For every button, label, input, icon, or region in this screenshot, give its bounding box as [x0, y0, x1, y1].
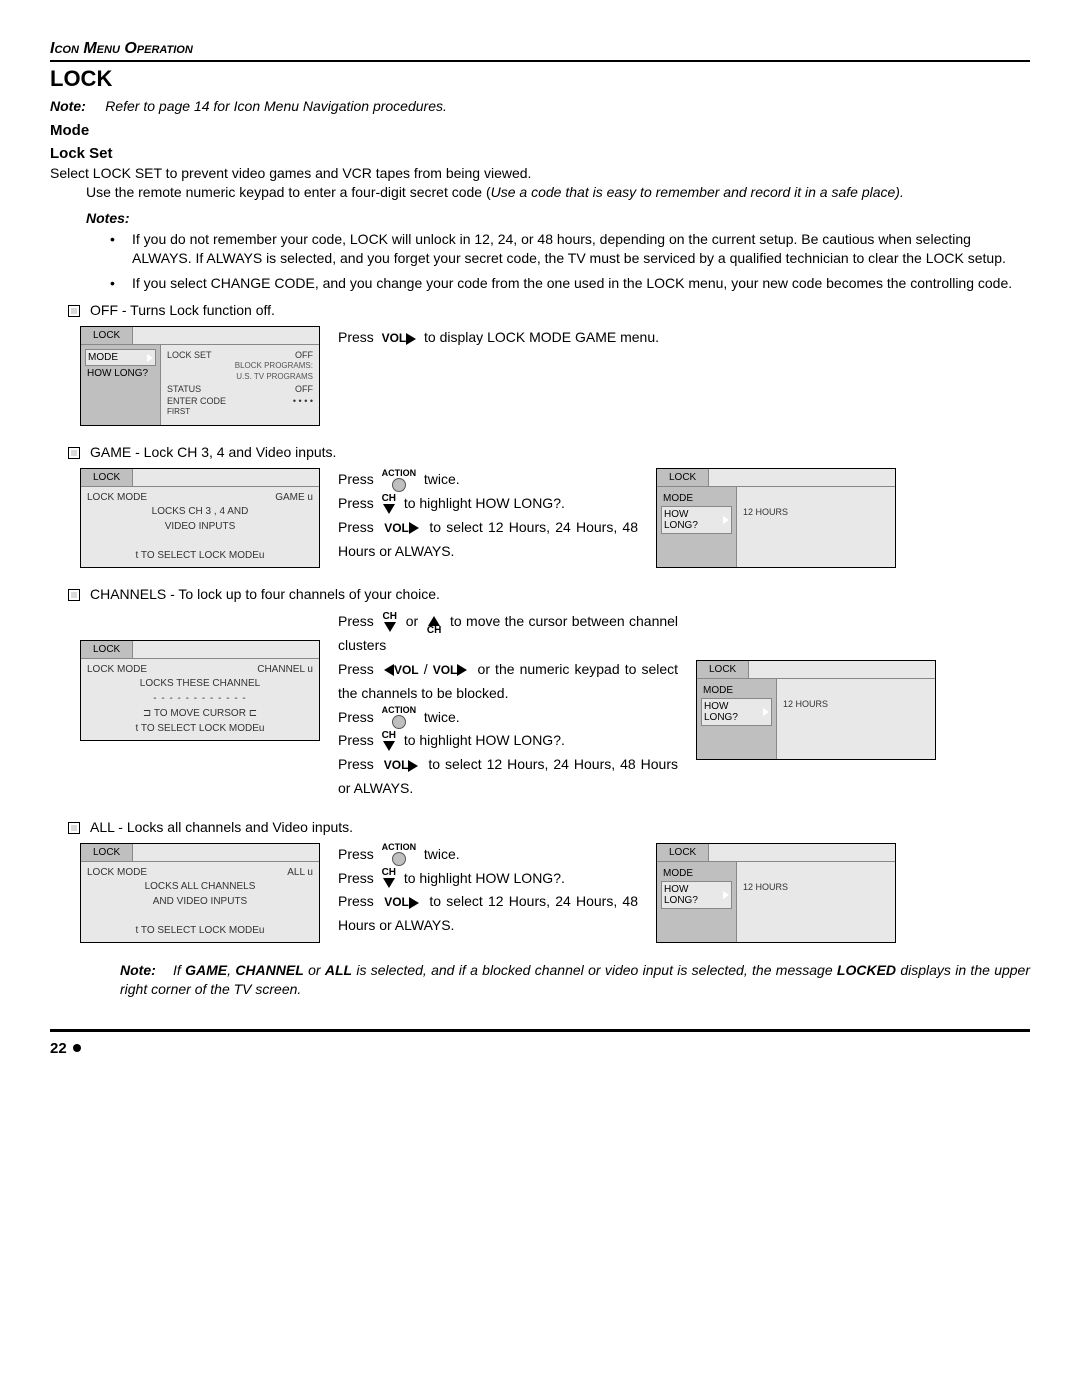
left-arrow-icon — [384, 664, 394, 676]
checkbox-all-row: ALL - Locks all channels and Video input… — [68, 819, 1030, 835]
lockset-sub-b: Use a code that is easy to remember and … — [491, 184, 904, 200]
down-arrow-icon — [383, 504, 395, 514]
note-label: Note: — [120, 962, 156, 978]
osd-title: LOCK — [657, 469, 709, 486]
osd-howlong: LOCK MODE HOW LONG? 12 HOURS — [656, 843, 896, 943]
osd-side-item: HOW LONG? — [704, 701, 763, 723]
page-title: LOCK — [50, 66, 1030, 92]
checkbox-game-row: GAME - Lock CH 3, 4 and Video inputs. — [68, 444, 1030, 460]
osd-side-item: MODE — [661, 491, 732, 506]
off-instructions: Press VOL to display LOCK MODE GAME menu… — [338, 326, 1030, 350]
checkbox-off-row: OFF - Turns Lock function off. — [68, 302, 1030, 318]
checkbox-icon — [68, 822, 80, 834]
osd-title: LOCK — [657, 844, 709, 861]
osd-lock-mode: LOCK MODE HOW LONG? LOCK SETOFF BLOCK PR… — [80, 326, 320, 426]
checkbox-icon — [68, 447, 80, 459]
osd-side-item: HOW LONG? — [664, 509, 723, 531]
notes-list: If you do not remember your code, LOCK w… — [110, 230, 1030, 293]
final-note: Note: If GAME, CHANNEL or ALL is selecte… — [120, 961, 1030, 999]
play-icon — [723, 891, 729, 899]
osd-title: LOCK — [81, 844, 133, 861]
channels-row: LOCK LOCK MODECHANNEL u LOCKS THESE CHAN… — [80, 610, 1030, 800]
osd-all: LOCK LOCK MODEALL u LOCKS ALL CHANNELS A… — [80, 843, 320, 943]
right-arrow-icon — [408, 760, 418, 772]
osd-side-item: HOW LONG? — [664, 884, 723, 906]
notes-heading: Notes: — [86, 210, 1030, 226]
osd-game: LOCK LOCK MODEGAME u LOCKS CH 3 , 4 AND … — [80, 468, 320, 568]
play-icon — [763, 708, 769, 716]
osd-title: LOCK — [81, 469, 133, 486]
action-button-icon — [392, 852, 406, 866]
cb-all-text: ALL - Locks all channels and Video input… — [90, 819, 353, 835]
mode-heading: Mode — [50, 122, 1030, 139]
off-row: LOCK MODE HOW LONG? LOCK SETOFF BLOCK PR… — [80, 326, 1030, 426]
right-arrow-icon — [409, 897, 419, 909]
osd-title: LOCK — [81, 327, 133, 344]
osd-side-item: HOW LONG? — [85, 366, 156, 381]
game-instructions: Press ACTION twice. Press CH to highligh… — [338, 468, 638, 563]
page-number: 22 — [50, 1040, 67, 1057]
lockset-sub-a: Use the remote numeric keypad to enter a… — [86, 184, 491, 200]
osd-side-item: MODE — [88, 352, 118, 363]
down-arrow-icon — [384, 622, 396, 632]
right-arrow-icon — [457, 664, 467, 676]
play-icon — [147, 354, 153, 362]
cb-off-text: OFF - Turns Lock function off. — [90, 302, 275, 318]
checkbox-icon — [68, 589, 80, 601]
cb-channels-text: CHANNELS - To lock up to four channels o… — [90, 586, 440, 602]
game-row: LOCK LOCK MODEGAME u LOCKS CH 3 , 4 AND … — [80, 468, 1030, 568]
lockset-sub: Use the remote numeric keypad to enter a… — [86, 183, 1030, 202]
down-arrow-icon — [383, 878, 395, 888]
section-header: Icon Menu Operation — [50, 40, 1030, 62]
note-item: If you select CHANGE CODE, and you chang… — [110, 274, 1030, 293]
bullet-icon — [73, 1044, 81, 1052]
cb-game-text: GAME - Lock CH 3, 4 and Video inputs. — [90, 444, 336, 460]
checkbox-icon — [68, 305, 80, 317]
down-arrow-icon — [383, 741, 395, 751]
osd-sidebar: MODE HOW LONG? — [81, 345, 161, 425]
all-row: LOCK LOCK MODEALL u LOCKS ALL CHANNELS A… — [80, 843, 1030, 943]
all-instructions: Press ACTION twice. Press CH to highligh… — [338, 843, 638, 938]
osd-channel: LOCK LOCK MODECHANNEL u LOCKS THESE CHAN… — [80, 640, 320, 741]
play-icon — [723, 516, 729, 524]
osd-title: LOCK — [81, 641, 133, 658]
osd-howlong: LOCK MODE HOW LONG? 12 HOURS — [656, 468, 896, 568]
lockset-desc: Select LOCK SET to prevent video games a… — [50, 164, 1030, 183]
channels-instructions: Press CH or CH to move the cursor betwee… — [338, 610, 678, 800]
right-arrow-icon — [409, 522, 419, 534]
note-line: Note: Refer to page 14 for Icon Menu Nav… — [50, 98, 1030, 114]
osd-howlong: LOCK MODE HOW LONG? 12 HOURS — [696, 660, 936, 760]
action-button-icon — [392, 478, 406, 492]
note-text: Refer to page 14 for Icon Menu Navigatio… — [105, 98, 447, 114]
osd-title: LOCK — [697, 661, 749, 678]
osd-side-item: MODE — [661, 866, 732, 881]
osd-main: LOCK SETOFF BLOCK PROGRAMS: U.S. TV PROG… — [161, 345, 319, 425]
note-item: If you do not remember your code, LOCK w… — [110, 230, 1030, 268]
footer: 22 — [50, 1029, 1030, 1058]
right-arrow-icon — [406, 333, 416, 345]
osd-side-item: MODE — [701, 683, 772, 698]
lockset-heading: Lock Set — [50, 145, 1030, 162]
note-label: Note: — [50, 98, 86, 114]
action-button-icon — [392, 715, 406, 729]
checkbox-channels-row: CHANNELS - To lock up to four channels o… — [68, 586, 1030, 602]
